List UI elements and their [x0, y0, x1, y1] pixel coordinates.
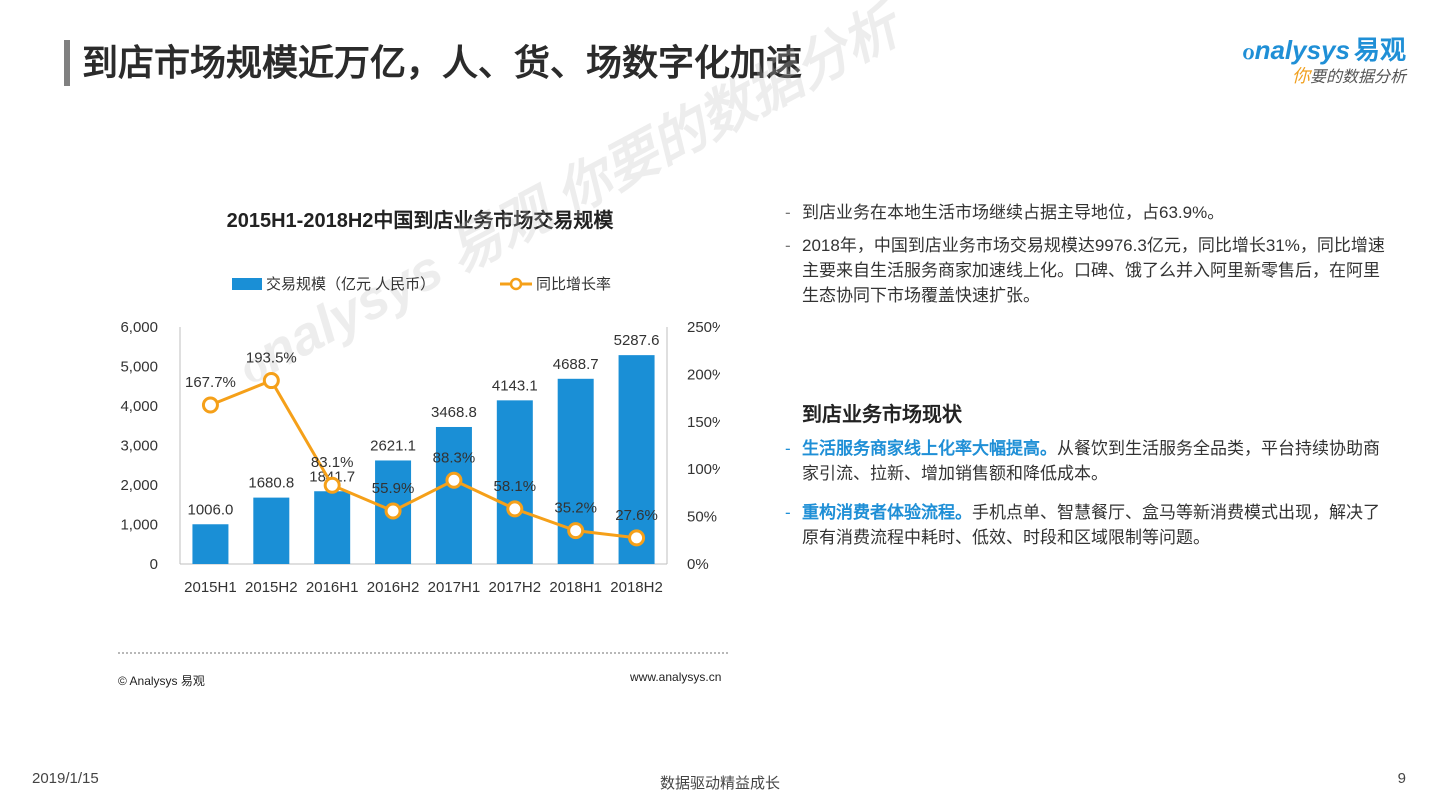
- copyright: © Analysys 易观: [118, 674, 205, 688]
- growth-value-label: 27.6%: [615, 507, 658, 524]
- y-left-tick-label: 5,000: [120, 359, 158, 376]
- bar-value-label: 1680.8: [248, 475, 294, 492]
- growth-value-label: 35.2%: [554, 500, 597, 517]
- combo-chart: 交易规模（亿元 人民币） 同比增长率 0 1,000 2,000 3,000 4,000 5,…: [120, 275, 720, 596]
- y-right-tick-label: 150%: [687, 414, 720, 431]
- legend-marker-line: [509, 277, 523, 291]
- logo-tagline-first: 你: [1291, 66, 1310, 86]
- growth-value-label: 167.7%: [185, 374, 236, 391]
- y-left-tick-label: 1,000: [120, 517, 158, 534]
- bar-value-label: 5287.6: [614, 332, 660, 349]
- growth-point: [384, 502, 402, 520]
- logo-brand: nalysys: [1254, 35, 1350, 65]
- status-highlight: 重构消费者体验流程。: [802, 503, 972, 522]
- x-tick-label: 2015H1: [184, 579, 237, 596]
- page-number: 9: [1397, 770, 1406, 787]
- y-left-tick-label: 0: [150, 556, 158, 573]
- growth-line: [209, 378, 637, 540]
- growth-value-label: 55.9%: [372, 480, 415, 497]
- growth-point: [323, 476, 341, 494]
- logo-cn: 易观: [1353, 35, 1406, 65]
- growth-value-label: 193.5%: [246, 350, 297, 367]
- bar: [314, 491, 351, 564]
- bar-value-label: 1006.0: [187, 501, 233, 518]
- status-text: 手机点单、智慧餐厅、盒马等新消费模式出现，解决了原有消费流程中耗时、低效、时段和…: [802, 503, 1380, 547]
- x-tick-label: 2018H1: [549, 579, 602, 596]
- summary-bullets: - 到店业务在本地生活市场继续占据主导地位，占63.9%。 -2018年，中国到店…: [785, 200, 1395, 308]
- status-item: - 生活服务商家线上化率大幅提高。从餐饮到生活服务全品类，平台持续协助商家引流、拉…: [785, 436, 1395, 486]
- x-tick-label: 2017H2: [489, 579, 542, 596]
- bar-value-label: 4688.7: [553, 356, 599, 373]
- y-right-tick-label: 100%: [687, 461, 720, 478]
- bullet-dash: -: [785, 236, 791, 255]
- y-right-tick-label: 50%: [687, 509, 717, 526]
- growth-point: [201, 396, 219, 414]
- y-left-tick-label: 4,000: [120, 398, 158, 415]
- x-tick-label: 2015H2: [245, 579, 298, 596]
- logo-tagline: 要的数据分析: [1309, 69, 1406, 86]
- page-title: 到店市场规模近万亿，人、货、场数字化加速: [82, 42, 803, 83]
- bar: [192, 524, 229, 564]
- bar: [435, 426, 472, 564]
- growth-point: [445, 471, 463, 489]
- status-item: - 重构消费者体验流程。手机点单、智慧餐厅、盒马等新消费模式出现，解决了原有消费流…: [785, 500, 1395, 550]
- x-tick-label: 2016H1: [306, 579, 359, 596]
- growth-point: [506, 500, 524, 518]
- bar: [618, 355, 655, 564]
- growth-value-label: 88.3%: [433, 449, 476, 466]
- source-url: www.analysys.cn: [630, 670, 722, 684]
- legend-label-bars: 交易规模（亿元 人民币）: [266, 275, 435, 293]
- analysys-logo: ℴnalysys 易观 你要的数据分析: [1242, 34, 1406, 88]
- chart-title: 2015H1-2018H2中国到店业务市场交易规模: [226, 210, 614, 232]
- bullet-item: -2018年，中国到店业务市场交易规模达9976.3亿元，同比增长31%，同比增…: [785, 233, 1395, 308]
- footer-date: 2019/1/15: [32, 770, 99, 787]
- status-highlight: 生活服务商家线上化率大幅提高。: [802, 439, 1057, 458]
- bullet-dash: -: [785, 203, 791, 222]
- y-right-tick-label: 0%: [687, 556, 709, 573]
- bullet-text: 到店业务在本地生活市场继续占据主导地位，占63.9%。: [802, 203, 1225, 222]
- status-text: 从餐饮到生活服务全品类，平台持续协助商家引流、拉新、增加销售额和降低成本。: [802, 439, 1380, 483]
- x-tick-label: 2017H1: [428, 579, 481, 596]
- bullet-dash: -: [785, 503, 791, 522]
- status-list: - 生活服务商家线上化率大幅提高。从餐饮到生活服务全品类，平台持续协助商家引流、拉…: [785, 436, 1395, 564]
- y-left-tick-label: 3,000: [120, 438, 158, 455]
- y-left-tick-label: 2,000: [120, 477, 158, 494]
- x-tick-label: 2016H2: [367, 579, 420, 596]
- growth-point: [262, 372, 280, 390]
- bullet-item: - 到店业务在本地生活市场继续占据主导地位，占63.9%。: [785, 200, 1395, 225]
- legend-swatch-bars: [232, 278, 262, 290]
- footer-slogan: 数据驱动精益成长: [659, 775, 780, 792]
- y-right-tick-label: 200%: [687, 366, 720, 383]
- bar: [253, 497, 290, 564]
- bar-value-label: 3468.8: [431, 404, 477, 421]
- growth-value-label: 58.1%: [494, 478, 537, 495]
- growth-point: [628, 529, 646, 547]
- y-left-tick-label: 6,000: [120, 319, 158, 336]
- bullet-text: 2018年，中国到店业务市场交易规模达9976.3亿元，同比增长31%，同比增速…: [802, 236, 1385, 305]
- bar: [496, 400, 533, 564]
- x-tick-label: 2018H2: [610, 579, 663, 596]
- bullet-dash: -: [785, 439, 791, 458]
- legend-label-line: 同比增长率: [536, 276, 611, 293]
- title-accent-bar: [64, 40, 70, 86]
- y-right-tick-label: 250%: [687, 319, 720, 336]
- logo-brand-prefix: ℴ: [1242, 35, 1255, 65]
- growth-point: [567, 522, 585, 540]
- source-divider: [118, 652, 728, 654]
- growth-value-label: 83.1%: [311, 454, 354, 471]
- bar-value-label: 4143.1: [492, 377, 538, 394]
- bar-value-label: 2621.1: [370, 437, 416, 454]
- section-title: 到店业务市场现状: [802, 404, 962, 426]
